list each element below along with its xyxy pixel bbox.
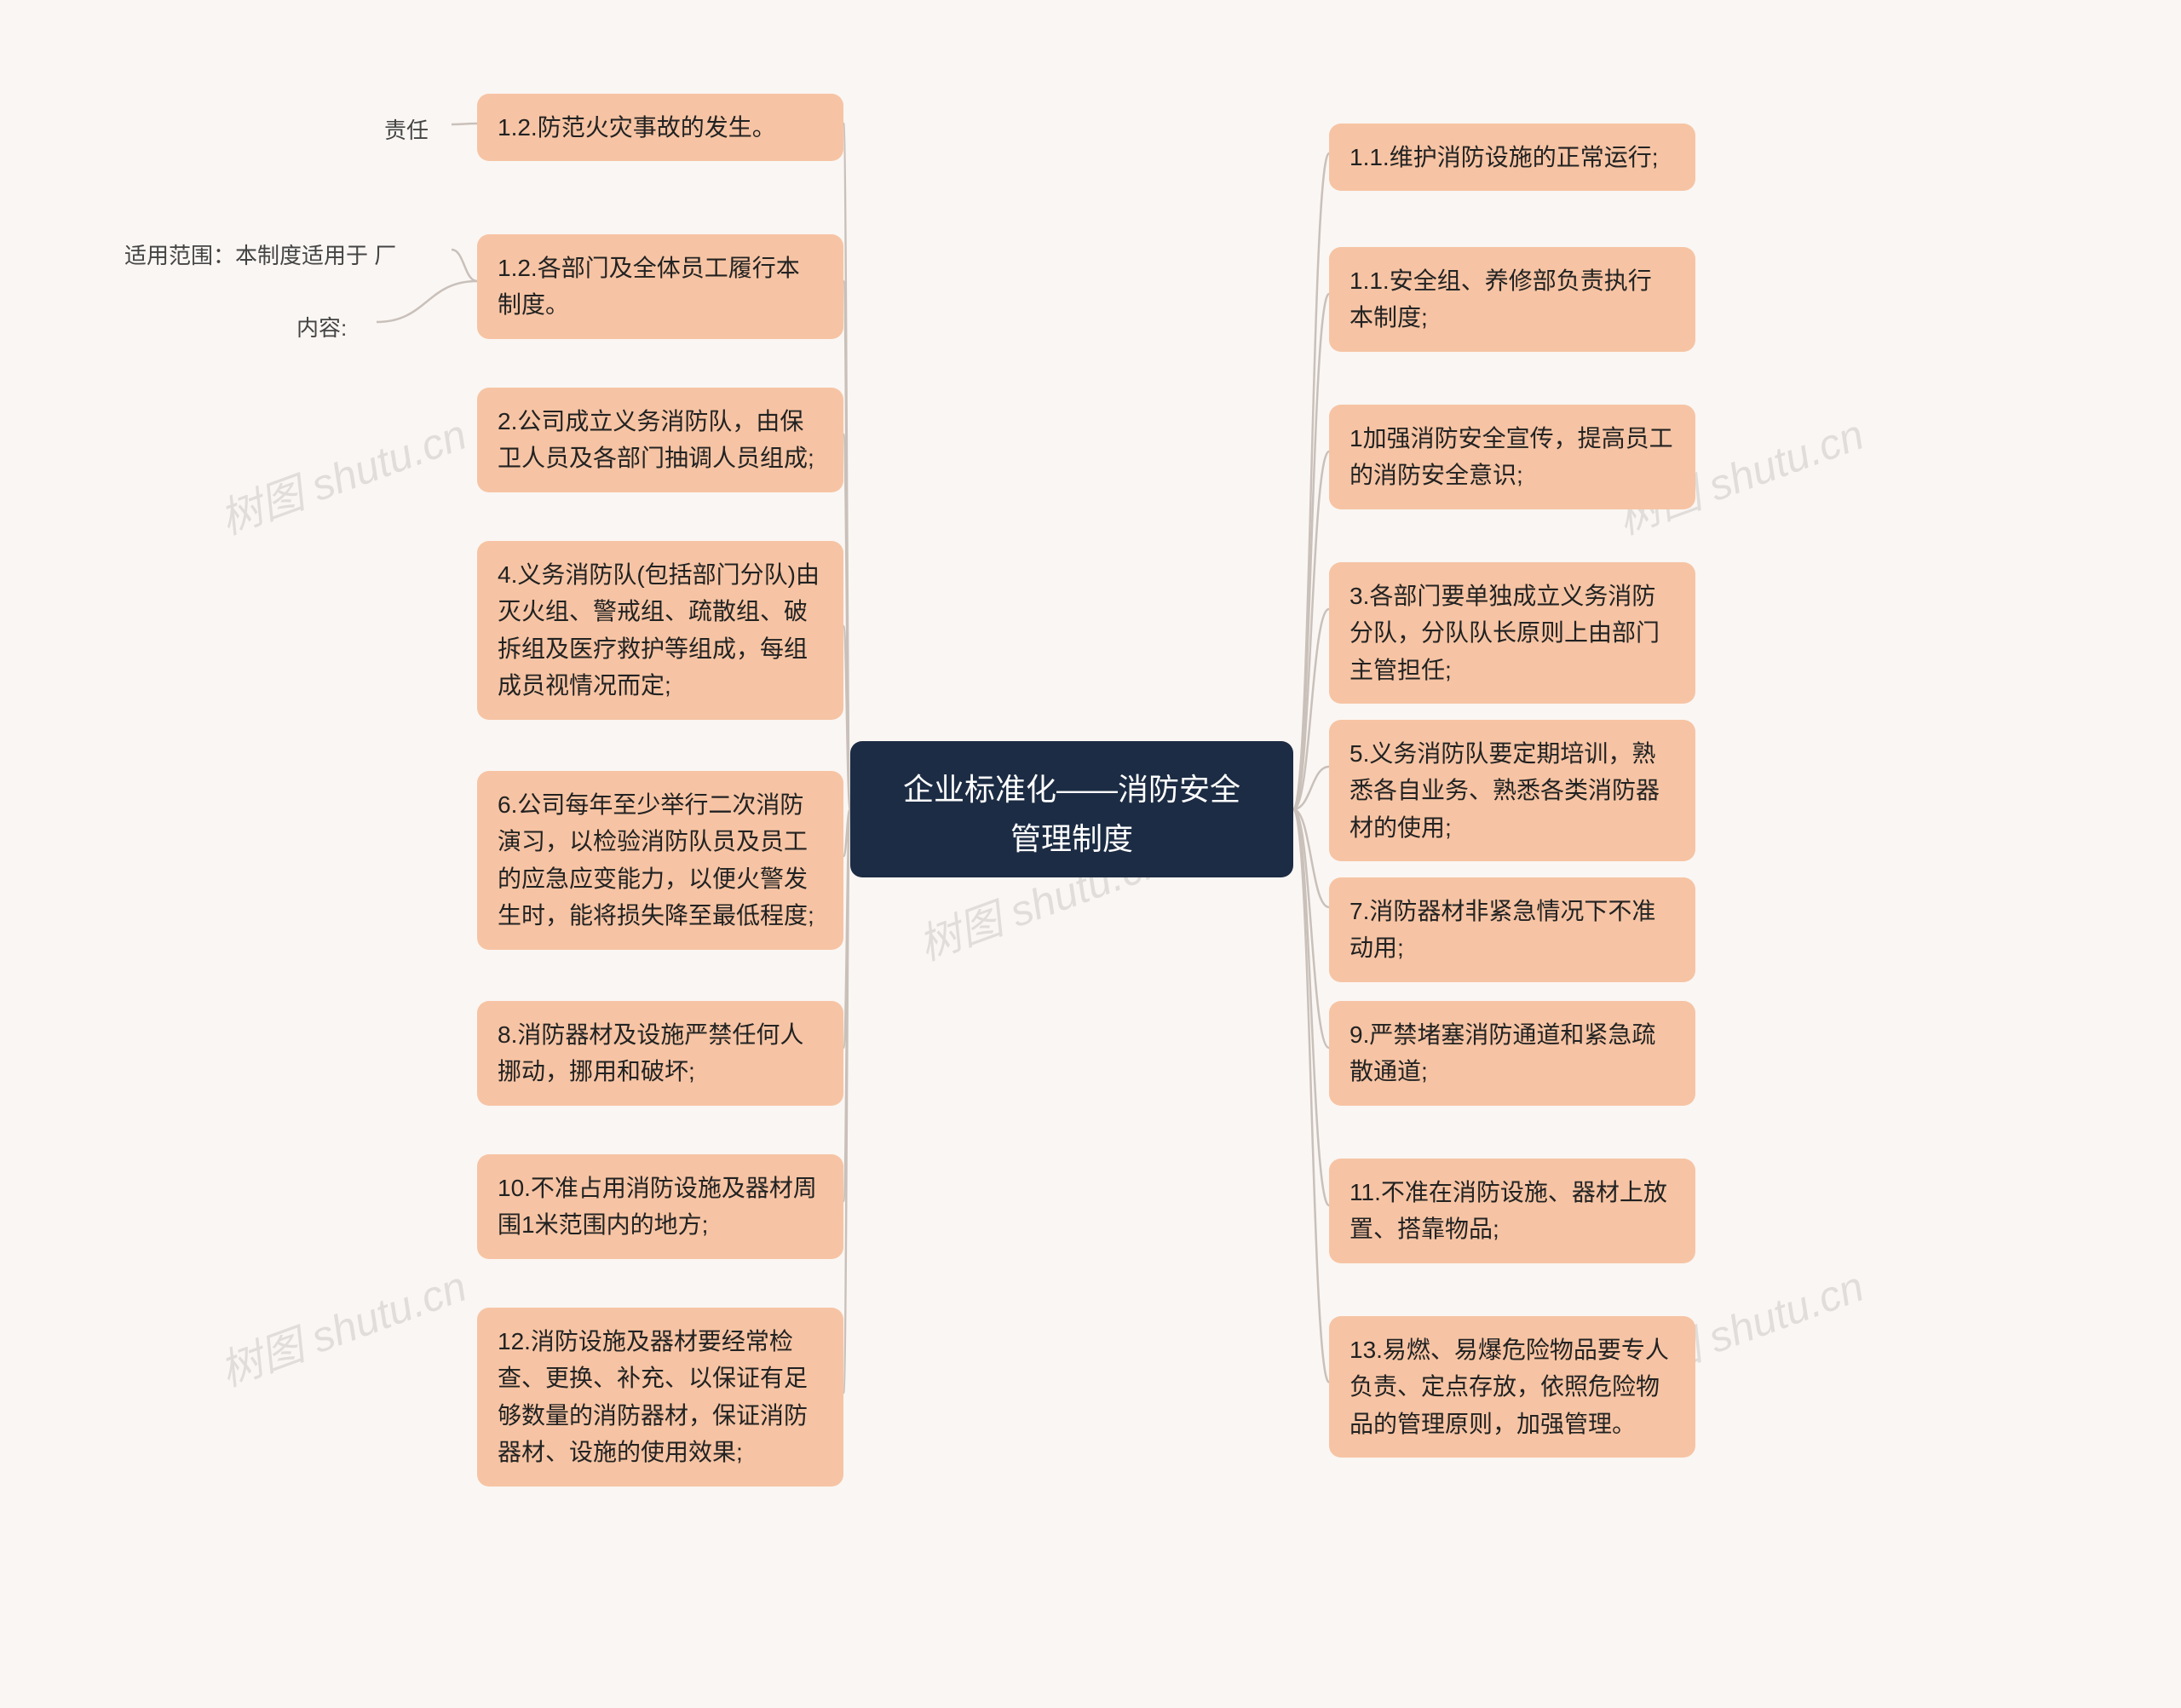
right-node: 11.不准在消防设施、器材上放置、搭靠物品; bbox=[1329, 1159, 1695, 1263]
left-node: 1.2.各部门及全体员工履行本制度。 bbox=[477, 234, 843, 339]
left-node: 2.公司成立义务消防队，由保卫人员及各部门抽调人员组成; bbox=[477, 388, 843, 492]
right-node: 9.严禁堵塞消防通道和紧急疏散通道; bbox=[1329, 1001, 1695, 1106]
left-node: 12.消防设施及器材要经常检查、更换、补充、以保证有足够数量的消防器材，保证消防… bbox=[477, 1308, 843, 1487]
right-node: 7.消防器材非紧急情况下不准动用; bbox=[1329, 877, 1695, 982]
right-node: 3.各部门要单独成立义务消防分队，分队队长原则上由部门主管担任; bbox=[1329, 562, 1695, 704]
sub-label: 责任 bbox=[371, 105, 452, 156]
left-node: 6.公司每年至少举行二次消防演习，以检验消防队员及员工的应急应变能力，以便火警发… bbox=[477, 771, 843, 950]
center-line2: 管理制度 bbox=[881, 814, 1263, 864]
watermark: 树图 shutu.cn bbox=[210, 400, 474, 546]
right-node: 13.易燃、易爆危险物品要专人负责、定点存放，依照危险物品的管理原则，加强管理。 bbox=[1329, 1316, 1695, 1458]
left-node: 8.消防器材及设施严禁任何人挪动，挪用和破坏; bbox=[477, 1001, 843, 1106]
center-line1: 企业标准化——消防安全 bbox=[881, 765, 1263, 814]
center-node: 企业标准化——消防安全 管理制度 bbox=[850, 741, 1293, 877]
right-node: 1.1.维护消防设施的正常运行; bbox=[1329, 124, 1695, 191]
left-node: 4.义务消防队(包括部门分队)由灭火组、警戒组、疏散组、破拆组及医疗救护等组成，… bbox=[477, 541, 843, 720]
mindmap-canvas: 树图 shutu.cn树图 shutu.cn树图 shutu.cn树图 shut… bbox=[0, 0, 2181, 1708]
right-node: 1加强消防安全宣传，提高员工的消防安全意识; bbox=[1329, 405, 1695, 509]
left-node: 1.2.防范火灾事故的发生。 bbox=[477, 94, 843, 161]
left-node: 10.不准占用消防设施及器材周围1米范围内的地方; bbox=[477, 1154, 843, 1259]
sub-label: 内容: bbox=[283, 302, 377, 354]
right-node: 1.1.安全组、养修部负责执行本制度; bbox=[1329, 247, 1695, 352]
watermark: 树图 shutu.cn bbox=[210, 1252, 474, 1398]
sub-label: 适用范围：本制度适用于 厂 bbox=[111, 230, 452, 281]
right-node: 5.义务消防队要定期培训，熟悉各自业务、熟悉各类消防器材的使用; bbox=[1329, 720, 1695, 861]
